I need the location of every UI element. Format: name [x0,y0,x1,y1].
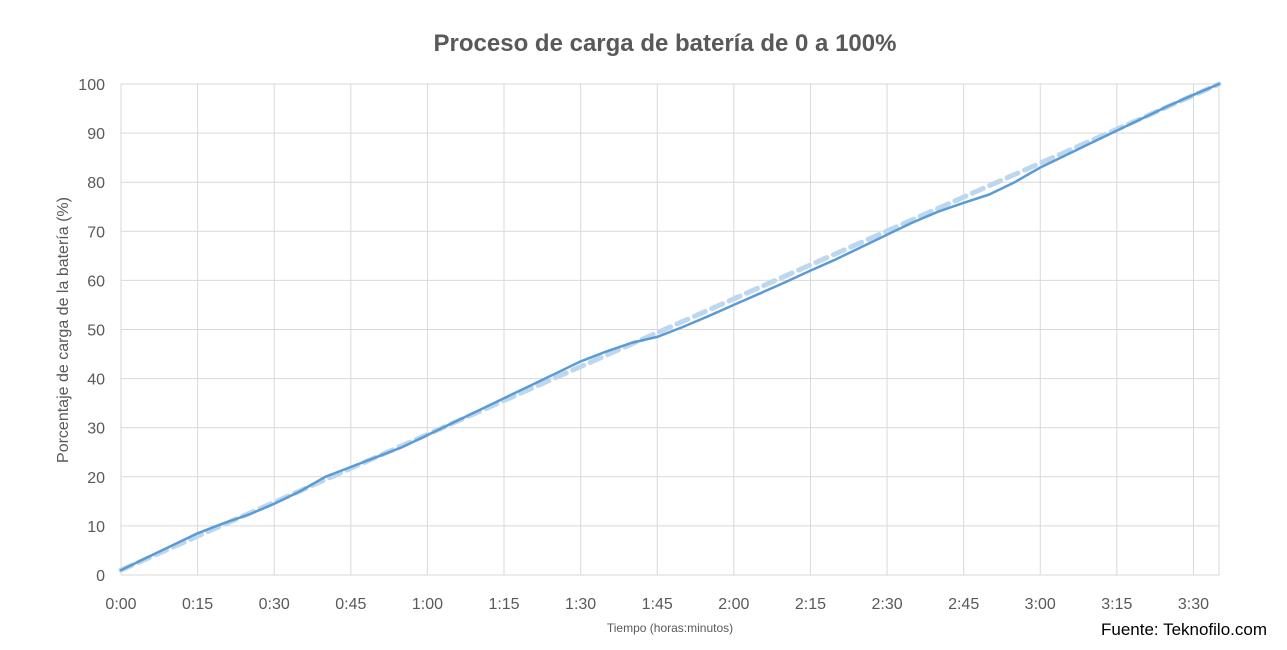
y-tick-label: 30 [87,421,105,438]
x-tick-labels: 0:00 0:15 0:30 0:45 1:00 1:15 1:30 1:45 2:00 2:15… [105,596,1209,613]
x-tick-label: 1:15 [488,596,519,613]
y-tick-label: 20 [87,470,105,487]
x-tick-label: 3:15 [1101,596,1132,613]
x-tick-label: 0:45 [335,596,366,613]
series-line-solid [119,82,1221,572]
y-tick-label: 90 [87,126,105,143]
grid-lines [120,83,1220,576]
x-tick-label: 1:30 [565,596,596,613]
series-lines [118,81,1222,573]
y-tick-label: 100 [78,77,105,94]
x-tick-label: 2:45 [948,596,979,613]
y-axis-label: Porcentaje de carga de la batería (%) [55,197,72,463]
x-tick-label: 3:00 [1025,596,1056,613]
source-credit: Fuente: Teknofilo.com [1101,620,1267,639]
x-tick-label: 3:30 [1178,596,1209,613]
y-tick-labels: 0 10 20 30 40 50 60 70 80 90 100 [78,77,105,585]
x-tick-label: 1:45 [642,596,673,613]
x-tick-label: 2:00 [718,596,749,613]
y-tick-label: 70 [87,224,105,241]
y-tick-label: 60 [87,273,105,290]
x-tick-label: 0:30 [259,596,290,613]
y-tick-label: 0 [96,568,105,585]
y-tick-label: 40 [87,372,105,389]
x-tick-label: 0:00 [105,596,136,613]
x-tick-label: 2:15 [795,596,826,613]
x-axis-label: Tiempo (horas:minutos) [606,621,734,635]
x-tick-label: 0:15 [182,596,213,613]
chart-title: Proceso de carga de batería de 0 a 100% [433,30,897,57]
x-tick-label: 1:00 [412,596,443,613]
x-tick-label: 2:30 [871,596,902,613]
y-tick-label: 80 [87,175,105,192]
y-tick-label: 10 [87,519,105,536]
y-tick-label: 50 [87,323,105,340]
